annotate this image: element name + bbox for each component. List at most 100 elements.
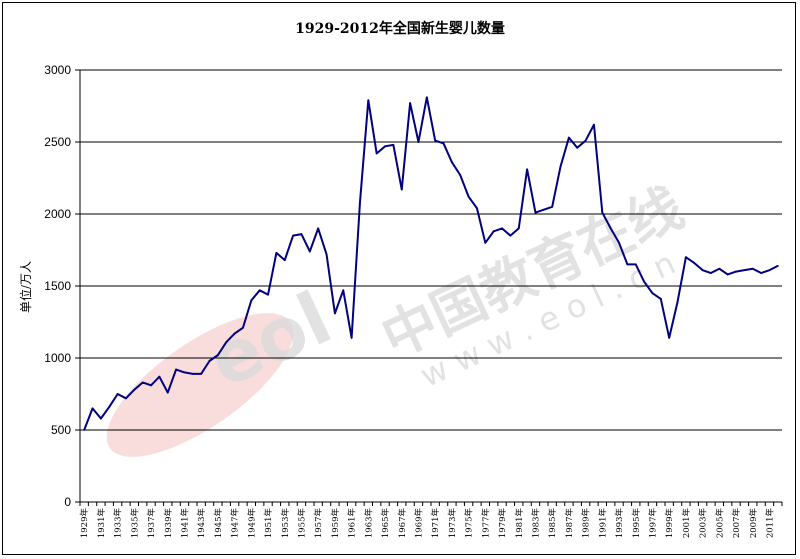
data-point	[501, 227, 503, 230]
x-tick-label: 1951年	[263, 508, 274, 539]
x-tick-label: 1975年	[464, 508, 475, 539]
x-tick-label: 1943年	[196, 508, 207, 539]
x-tick-label: 1959年	[330, 508, 341, 539]
x-tick-label: 1937年	[146, 508, 157, 539]
data-point	[651, 292, 654, 295]
x-tick-label: 1955年	[296, 508, 307, 539]
data-point	[559, 165, 562, 168]
x-tick-label: 2001年	[681, 508, 692, 539]
y-tick-label: 2500	[44, 135, 71, 149]
series-group	[83, 96, 779, 431]
data-point	[567, 136, 570, 139]
data-point	[768, 269, 771, 272]
y-tick-label: 3000	[44, 63, 71, 77]
x-tick-label: 1939年	[163, 508, 174, 539]
x-tick-label: 1963年	[363, 508, 374, 539]
data-point	[659, 298, 662, 300]
x-tick-label: 1947年	[230, 508, 241, 539]
data-point	[676, 300, 679, 303]
x-tick-label: 1999年	[664, 508, 675, 539]
data-point	[200, 372, 203, 375]
data-point	[108, 406, 111, 408]
data-point	[492, 230, 495, 233]
data-point	[133, 388, 136, 391]
x-tick-label: 1977年	[480, 508, 491, 539]
data-point	[292, 234, 295, 237]
x-tick-label: 1991年	[597, 508, 608, 539]
data-point	[342, 289, 345, 292]
data-point	[601, 211, 604, 214]
data-point	[459, 174, 462, 177]
data-point	[593, 123, 595, 126]
data-point	[626, 263, 629, 266]
x-tick-label: 1997年	[647, 508, 658, 539]
data-point	[99, 417, 102, 420]
x-tick-label: 2011年	[764, 508, 775, 539]
data-point	[467, 195, 470, 198]
data-point	[225, 341, 228, 344]
data-point	[166, 391, 169, 394]
data-point	[158, 375, 161, 378]
x-tick-label: 1965年	[380, 508, 391, 539]
data-point	[350, 336, 353, 339]
data-point	[83, 429, 86, 431]
x-tick-label: 1969年	[413, 508, 424, 539]
data-point	[668, 336, 671, 339]
y-tick-label: 1000	[44, 351, 71, 365]
x-tick-label: 2009年	[748, 508, 759, 539]
data-point	[634, 263, 637, 266]
data-point	[375, 152, 378, 155]
x-tick-label: 1995年	[631, 508, 642, 539]
data-point	[551, 205, 554, 208]
x-tick-label: 1993年	[614, 508, 625, 539]
data-point	[517, 227, 520, 230]
data-point	[283, 259, 286, 261]
x-tick-label: 1929年	[79, 508, 90, 539]
data-point	[484, 241, 487, 244]
x-tick-label: 2003年	[698, 508, 709, 539]
data-point	[233, 332, 236, 335]
data-point	[183, 371, 186, 374]
data-point	[442, 142, 445, 145]
x-tick-label: 1973年	[447, 508, 458, 539]
data-point	[258, 289, 261, 292]
data-point	[618, 241, 620, 244]
data-point	[701, 269, 704, 272]
data-point	[308, 250, 311, 253]
x-tick-label: 1985年	[547, 508, 558, 539]
x-tick-label: 1933年	[113, 508, 124, 539]
data-point	[150, 384, 152, 387]
data-point	[751, 267, 754, 270]
data-point	[776, 264, 779, 267]
data-point	[91, 407, 94, 410]
x-tick-label: 1945年	[213, 508, 224, 539]
x-tick-label: 1979年	[497, 508, 508, 539]
data-point	[434, 139, 437, 142]
data-point	[726, 273, 729, 276]
data-point	[693, 262, 696, 264]
x-tick-label: 1953年	[280, 508, 291, 539]
data-point	[425, 96, 428, 99]
data-point	[534, 211, 537, 214]
data-point	[175, 368, 178, 371]
data-point	[242, 326, 244, 329]
data-point	[710, 272, 712, 274]
y-axis-label: 单位/万人	[18, 261, 33, 313]
data-point	[576, 146, 579, 149]
data-point	[526, 168, 529, 171]
data-point	[584, 139, 587, 142]
watermark-logo-swoosh	[106, 313, 294, 457]
x-tick-label: 2007年	[731, 508, 742, 539]
y-axis: 0 500 1000 1500 2000 2500 3000	[44, 63, 81, 509]
data-point	[367, 99, 370, 102]
x-tick-label: 1983年	[530, 508, 541, 539]
data-point	[684, 256, 687, 259]
x-tick-label: 1967年	[397, 508, 408, 539]
data-point	[384, 145, 386, 148]
x-tick-label: 1981年	[514, 508, 525, 539]
x-tick-label: 1987年	[564, 508, 575, 539]
y-tick-label: 1500	[44, 279, 71, 293]
x-tick-label: 1971年	[430, 508, 441, 539]
